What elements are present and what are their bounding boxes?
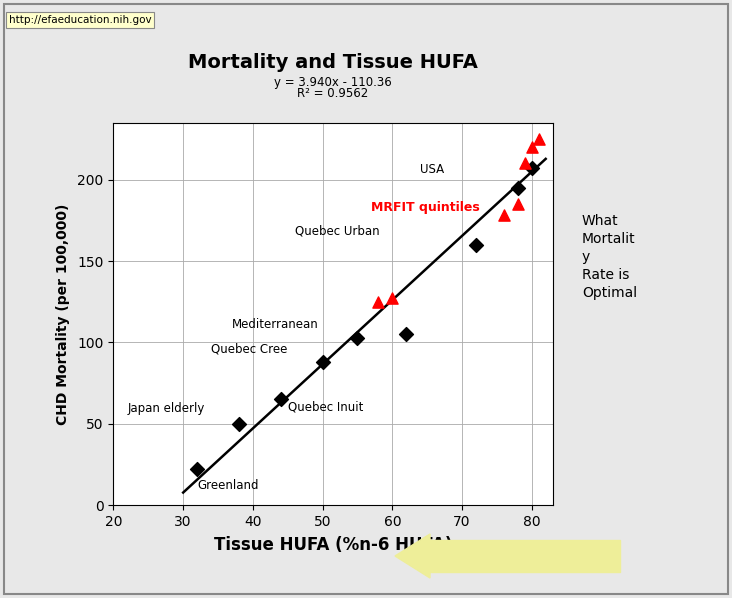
Text: Mediterranean: Mediterranean	[232, 318, 318, 331]
Text: http://efaeducation.nih.gov: http://efaeducation.nih.gov	[9, 15, 152, 25]
Polygon shape	[395, 534, 430, 578]
Point	[191, 465, 203, 474]
Point	[275, 395, 287, 404]
Text: y = 3.940x - 110.36: y = 3.940x - 110.36	[274, 76, 392, 89]
Point	[526, 163, 537, 173]
Text: R² = 0.9562: R² = 0.9562	[297, 87, 369, 100]
Text: What
Mortalit
y
Rate is
Optimal: What Mortalit y Rate is Optimal	[582, 215, 637, 300]
Point	[512, 183, 523, 193]
Text: Japan elderly: Japan elderly	[127, 402, 205, 416]
Text: MRFIT quintiles: MRFIT quintiles	[371, 200, 480, 213]
Point	[317, 357, 329, 367]
Text: Quebec Cree: Quebec Cree	[211, 342, 288, 355]
Text: Greenland: Greenland	[197, 479, 258, 492]
Y-axis label: CHD Mortality (per 100,000): CHD Mortality (per 100,000)	[56, 203, 70, 425]
Point	[519, 158, 531, 168]
Point	[533, 134, 545, 144]
Point	[470, 240, 482, 249]
Text: Mortality and Tissue HUFA: Mortality and Tissue HUFA	[188, 53, 478, 72]
Text: USA: USA	[420, 163, 444, 176]
Point	[233, 419, 244, 429]
Point	[351, 332, 363, 342]
Bar	[425, 540, 620, 572]
Point	[400, 329, 412, 339]
X-axis label: Tissue HUFA (%n-6 HUFA): Tissue HUFA (%n-6 HUFA)	[214, 536, 452, 554]
Point	[373, 297, 384, 307]
Text: Quebec Inuit: Quebec Inuit	[288, 401, 363, 414]
Point	[526, 142, 537, 152]
Point	[386, 294, 398, 303]
Point	[498, 210, 509, 220]
Text: Quebec Urban: Quebec Urban	[295, 225, 379, 238]
Point	[512, 199, 523, 209]
